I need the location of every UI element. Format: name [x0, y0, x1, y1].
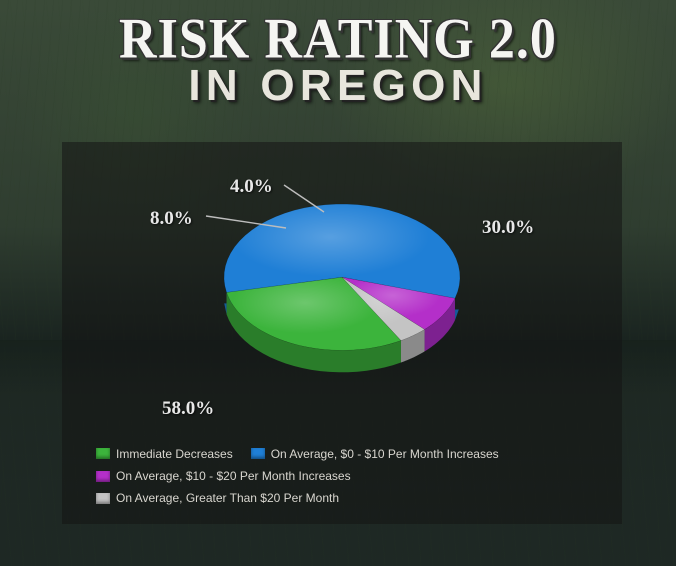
pct-label: 58.0% — [162, 398, 214, 420]
legend-item: On Average, $0 - $10 Per Month Increases — [251, 444, 499, 464]
legend-swatch — [96, 493, 110, 504]
title-line-1: RISK RATING 2.0 — [0, 11, 676, 68]
legend-swatch — [96, 471, 110, 482]
legend-item: Immediate Decreases — [96, 444, 233, 464]
leader-lines — [62, 152, 622, 442]
legend: Immediate Decreases On Average, $0 - $10 … — [96, 444, 602, 510]
legend-row: On Average, Greater Than $20 Per Month — [96, 488, 602, 510]
legend-row: Immediate Decreases On Average, $0 - $10 … — [96, 444, 602, 466]
legend-label: On Average, $10 - $20 Per Month Increase… — [116, 466, 351, 486]
chart-panel: 30.0%58.0%8.0%4.0% Immediate DecreasesOn… — [62, 142, 622, 524]
pie-chart: 30.0% 58.0% 8.0% 4.0% — [62, 152, 622, 432]
legend-swatch — [96, 448, 110, 459]
legend-item: On Average, $10 - $20 Per Month Increase… — [96, 466, 351, 486]
legend-label: On Average, Greater Than $20 Per Month — [116, 488, 339, 508]
pct-label: 8.0% — [150, 208, 193, 230]
legend-row: On Average, $10 - $20 Per Month Increase… — [96, 466, 602, 488]
legend-label: On Average, $0 - $10 Per Month Increases — [271, 444, 499, 464]
legend-label: Immediate Decreases — [116, 444, 233, 464]
title-block: RISK RATING 2.0 IN OREGON — [0, 14, 676, 108]
legend-swatch — [251, 448, 265, 459]
pct-label: 30.0% — [482, 217, 534, 239]
legend-item: On Average, Greater Than $20 Per Month — [96, 488, 339, 508]
pct-label: 4.0% — [230, 176, 273, 198]
